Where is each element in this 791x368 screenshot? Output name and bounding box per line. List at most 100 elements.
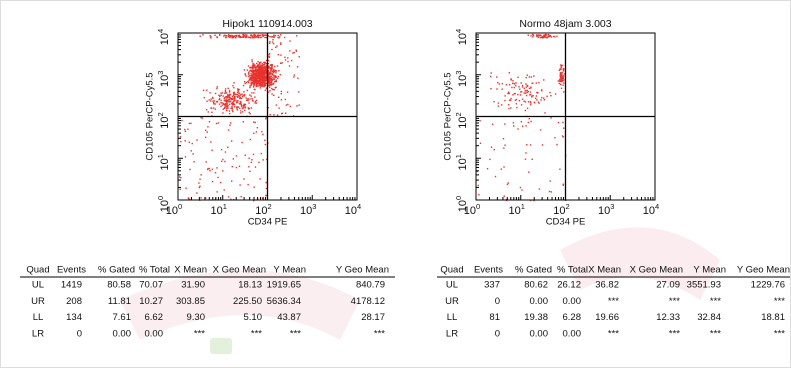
event-dot	[226, 100, 229, 103]
table-cell: 19.66	[595, 312, 619, 323]
event-dot	[269, 72, 271, 75]
event-dot	[531, 95, 533, 97]
event-dot	[228, 110, 231, 112]
event-dot	[257, 85, 259, 87]
event-dot	[540, 89, 543, 91]
event-dot	[261, 81, 264, 83]
event-dot	[251, 81, 254, 84]
event-dot	[278, 36, 281, 38]
event-dot	[255, 79, 257, 82]
event-dot	[516, 106, 518, 109]
event-dot	[261, 69, 264, 71]
event-dot	[280, 54, 282, 56]
event-dot	[250, 67, 253, 69]
x-tick-label: 100	[166, 202, 182, 217]
event-dot	[240, 110, 242, 112]
event-dot	[259, 70, 261, 73]
event-dot	[268, 78, 271, 80]
event-dot	[512, 80, 514, 82]
event-dot	[263, 63, 266, 66]
event-dot	[264, 71, 266, 74]
event-dot	[249, 113, 251, 115]
event-dot	[180, 140, 182, 143]
event-dot	[232, 102, 234, 104]
event-dot	[255, 131, 258, 133]
event-dot	[249, 74, 251, 77]
event-dot	[271, 79, 273, 81]
event-dot	[534, 97, 537, 100]
event-dot	[256, 68, 258, 70]
x-tick-label: 103	[300, 202, 316, 217]
table-cell: 27.09	[656, 280, 680, 291]
event-dot	[268, 76, 271, 78]
event-dot	[250, 76, 252, 79]
event-dot	[253, 66, 256, 68]
event-dot	[263, 61, 266, 63]
event-dot	[543, 79, 545, 81]
event-dot	[546, 34, 548, 36]
event-dot	[549, 35, 551, 37]
event-dot	[222, 108, 224, 110]
event-dot	[278, 96, 280, 99]
table-cell: 43.87	[277, 312, 301, 323]
tick-exp: 4	[655, 202, 659, 211]
event-dot	[248, 72, 250, 75]
event-dot	[269, 41, 271, 43]
event-dot	[556, 35, 558, 37]
event-dot	[220, 94, 222, 96]
event-dot	[562, 127, 565, 129]
event-dot	[228, 101, 230, 103]
event-dot	[258, 61, 261, 64]
event-dot	[250, 77, 253, 80]
event-dot	[243, 106, 245, 108]
event-dot	[256, 74, 258, 77]
event-dot	[256, 80, 259, 83]
event-dot	[494, 175, 497, 178]
event-dot	[558, 69, 561, 72]
event-dot	[527, 90, 530, 93]
table-cell: ***	[710, 328, 721, 339]
event-dot	[247, 97, 249, 100]
event-dot	[254, 69, 257, 71]
table-cell: 70.07	[139, 280, 163, 291]
event-dot	[290, 59, 293, 62]
event-dot	[278, 70, 280, 72]
event-dot	[540, 36, 542, 38]
event-dot	[270, 87, 273, 90]
event-dot	[262, 69, 265, 71]
event-dot	[538, 34, 540, 36]
event-dot	[261, 74, 263, 76]
event-dot	[261, 66, 264, 68]
event-dot	[270, 79, 272, 81]
event-dot	[561, 80, 563, 83]
event-dot	[248, 102, 250, 104]
event-dot	[496, 88, 498, 90]
event-dot	[532, 34, 535, 37]
event-dot	[529, 91, 532, 93]
event-dot	[256, 71, 259, 74]
tick-base: 10	[211, 205, 223, 217]
event-dot	[479, 119, 481, 122]
event-dot	[262, 34, 265, 36]
event-dot	[227, 105, 229, 108]
tick-exp: 4	[454, 29, 463, 33]
event-dot	[256, 79, 259, 81]
event-dot	[244, 73, 247, 76]
event-dot	[261, 130, 263, 133]
event-dot	[254, 96, 256, 98]
event-dot	[260, 77, 262, 79]
event-dot	[280, 92, 283, 95]
event-dot	[264, 76, 267, 78]
event-dot	[203, 96, 206, 99]
event-dot	[223, 97, 226, 99]
event-dot	[297, 77, 299, 79]
event-dot	[489, 158, 491, 161]
event-dot	[271, 64, 273, 66]
event-dot	[259, 64, 262, 66]
watermark	[120, 270, 360, 340]
event-dot	[208, 99, 210, 101]
event-dot	[270, 75, 273, 78]
event-dot	[263, 84, 266, 87]
event-dot	[252, 67, 255, 69]
event-dot	[512, 122, 515, 124]
